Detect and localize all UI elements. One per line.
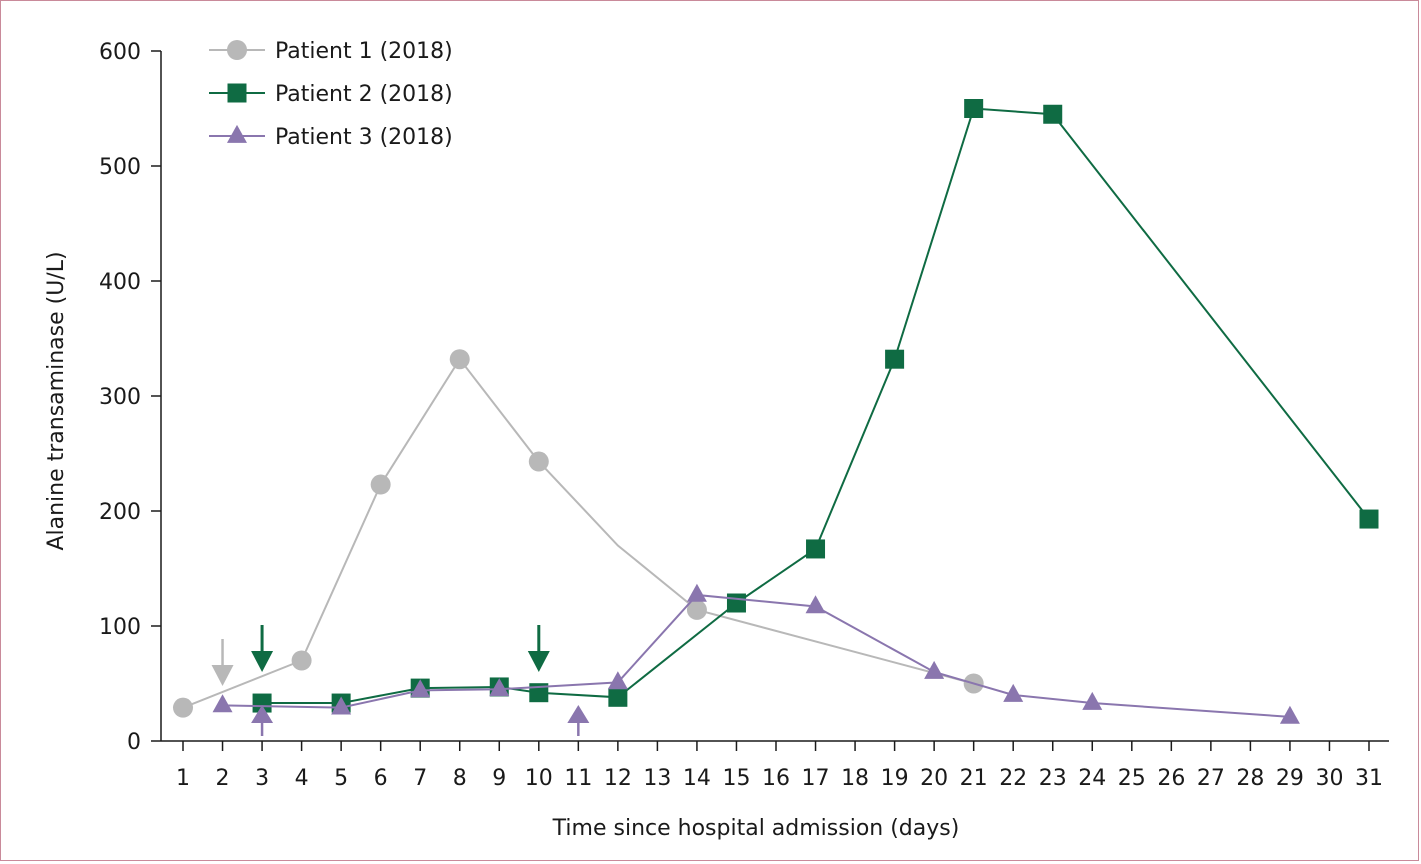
legend-item: Patient 2 (2018)	[209, 82, 453, 107]
x-tick-label: 20	[920, 766, 948, 791]
x-tick-label: 5	[334, 766, 348, 791]
x-tick-label: 11	[564, 766, 592, 791]
data-point-square	[608, 687, 628, 707]
data-point-circle	[449, 349, 470, 370]
data-point-square	[726, 593, 746, 613]
data-point-triangle	[805, 595, 826, 614]
series-line	[222, 593, 1290, 718]
data-point-triangle	[686, 583, 707, 602]
legend-marker-triangle	[227, 124, 247, 143]
legend-item: Patient 3 (2018)	[209, 124, 453, 150]
series-patient-2	[252, 99, 1379, 713]
annotation-layer	[211, 625, 590, 736]
y-axis-title: Alanine transaminase (U/L)	[44, 251, 69, 550]
data-point-circle	[173, 697, 193, 718]
data-point-triangle	[1003, 683, 1024, 702]
x-tick-label: 29	[1276, 766, 1304, 791]
x-tick-label: 18	[841, 766, 869, 791]
legend-label: Patient 1 (2018)	[275, 39, 453, 64]
data-point-circle	[686, 599, 707, 620]
data-point-triangle	[1082, 691, 1103, 710]
y-tick-label: 400	[99, 270, 141, 295]
data-point-square	[1043, 104, 1063, 124]
x-tick-label: 19	[881, 766, 909, 791]
y-tick-label: 300	[99, 385, 141, 410]
x-tick-label: 13	[643, 766, 671, 791]
x-tick-label: 24	[1078, 766, 1106, 791]
x-tick-label: 27	[1197, 766, 1225, 791]
x-tick-label: 14	[683, 766, 711, 791]
x-tick-label: 28	[1236, 766, 1264, 791]
y-tick-label: 500	[99, 155, 141, 180]
data-point-square	[885, 349, 905, 369]
y-tick-label: 200	[99, 500, 141, 525]
data-point-triangle	[489, 678, 510, 697]
data-point-circle	[528, 451, 549, 472]
data-point-triangle	[607, 671, 628, 690]
x-tick-label: 23	[1039, 766, 1067, 791]
data-point-triangle	[924, 660, 945, 679]
legend-label: Patient 2 (2018)	[275, 82, 453, 107]
legend-marker-square	[227, 83, 247, 103]
x-tick-label: 31	[1355, 766, 1383, 791]
x-axis-title: Time since hospital admission (days)	[552, 816, 960, 841]
x-tick-label: 12	[604, 766, 632, 791]
legend-marker-circle	[227, 40, 247, 60]
x-tick-label: 9	[492, 766, 506, 791]
series-patient-3	[212, 583, 1300, 724]
series-layer	[173, 99, 1379, 724]
x-tick-label: 2	[216, 766, 230, 791]
x-tick-label: 6	[374, 766, 388, 791]
arrow-down-icon	[211, 639, 234, 686]
legend: Patient 1 (2018) Patient 2 (2018) Patient …	[209, 39, 453, 150]
data-point-triangle	[410, 679, 431, 698]
data-point-triangle	[212, 694, 233, 713]
x-tick-label: 8	[453, 766, 467, 791]
data-point-square	[964, 99, 984, 118]
x-tick-label: 30	[1315, 766, 1343, 791]
x-tick-label: 1	[176, 766, 190, 791]
data-point-square	[252, 693, 272, 713]
data-point-square	[806, 539, 826, 559]
data-point-circle	[291, 650, 312, 671]
x-tick-label: 25	[1118, 766, 1146, 791]
x-tick-label: 21	[960, 766, 988, 791]
x-tick-label: 4	[295, 766, 309, 791]
x-tick-label: 3	[255, 766, 269, 791]
data-point-triangle	[331, 696, 352, 715]
legend-item: Patient 1 (2018)	[209, 39, 453, 64]
data-point-triangle	[1279, 705, 1300, 724]
arrow-down-icon	[251, 625, 274, 672]
data-point-square	[1359, 509, 1379, 529]
arrow-down-icon	[527, 625, 550, 672]
x-tick-label: 7	[413, 766, 427, 791]
data-point-circle	[370, 474, 391, 495]
x-tick-label: 26	[1157, 766, 1185, 791]
arrow-up-icon	[251, 705, 274, 736]
x-tick-label: 17	[802, 766, 830, 791]
legend-label: Patient 3 (2018)	[275, 125, 453, 150]
arrow-up-icon	[567, 705, 590, 736]
series-patient-1	[173, 349, 984, 718]
x-tick-label: 10	[525, 766, 553, 791]
x-tick-label: 16	[762, 766, 790, 791]
y-tick-label: 100	[99, 615, 141, 640]
series-line	[262, 107, 1370, 705]
x-tick-label: 22	[999, 766, 1027, 791]
x-tick-label: 15	[722, 766, 750, 791]
y-tick-label: 600	[99, 40, 141, 65]
series-line	[182, 357, 974, 709]
y-tick-label: 0	[127, 730, 141, 755]
